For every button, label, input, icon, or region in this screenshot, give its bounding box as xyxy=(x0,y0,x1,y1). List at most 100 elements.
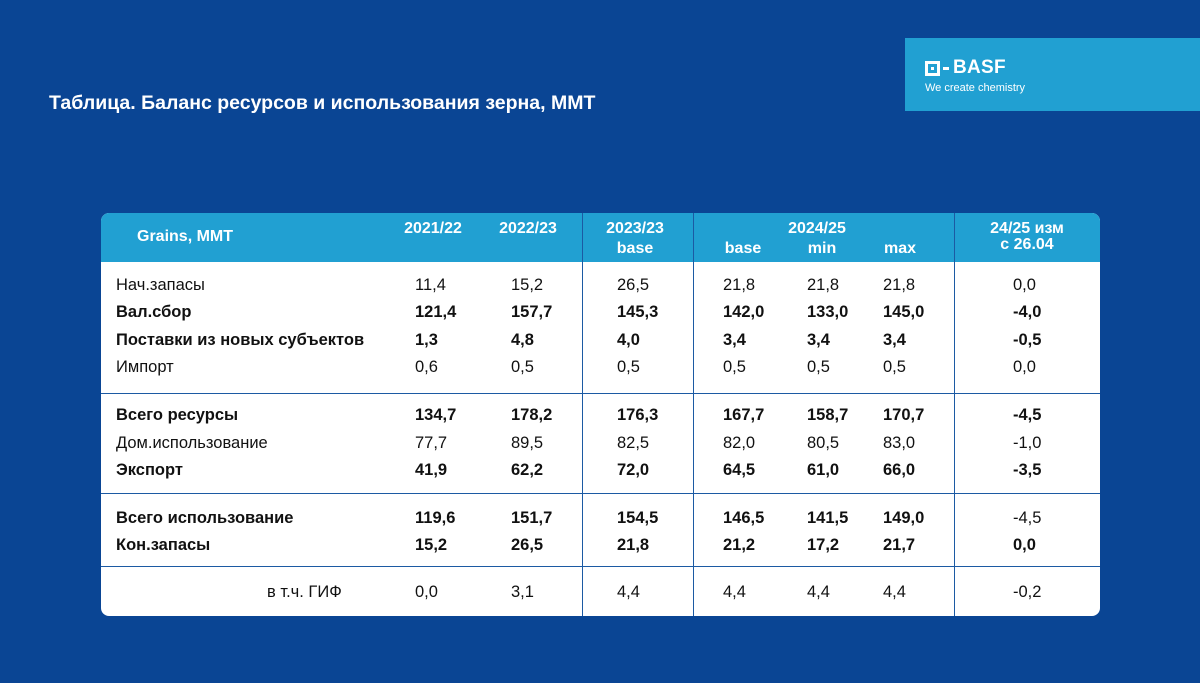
table-cell: 61,0 xyxy=(807,461,840,479)
basf-wordmark: BASF xyxy=(953,57,1006,78)
header-2021-22: 2021/22 xyxy=(404,220,462,237)
table-cell: 11,4 xyxy=(415,276,446,294)
slide-title: Таблица. Баланс ресурсов и использования… xyxy=(49,92,596,114)
table-cell: 119,6 xyxy=(415,509,456,527)
table-cell: 4,0 xyxy=(617,331,640,349)
header-2024-max: max xyxy=(883,240,917,257)
table-cell: 82,5 xyxy=(617,434,650,452)
table-cell: 72,0 xyxy=(617,461,650,479)
basf-logo: BASF We create chemistry xyxy=(905,38,1200,111)
row-label: Поставки из новых субъектов xyxy=(116,331,365,349)
table-cell: 157,7 xyxy=(511,303,553,321)
table-cell: 21,8 xyxy=(883,276,916,294)
table-cell: 0,6 xyxy=(415,358,438,376)
table-cell: 21,8 xyxy=(617,536,650,554)
table-cell: 17,2 xyxy=(807,536,840,554)
table-cell: 4,4 xyxy=(883,583,906,601)
table-cell: 134,7 xyxy=(415,406,457,424)
table-cell: 149,0 xyxy=(883,509,925,527)
table-cell: 176,3 xyxy=(617,406,659,424)
table-cell: 154,5 xyxy=(617,509,659,527)
basf-dash-icon xyxy=(943,66,949,70)
table-cell: 0,0 xyxy=(1013,536,1036,554)
table-cell: -3,5 xyxy=(1013,461,1042,479)
table-cell: 167,7 xyxy=(723,406,765,424)
table-cell: 178,2 xyxy=(511,406,553,424)
table-cell: 145,0 xyxy=(883,303,925,321)
basf-square-icon xyxy=(925,60,940,76)
table-cell: 158,7 xyxy=(807,406,849,424)
basf-logo-mark: BASF xyxy=(925,57,1006,78)
table-cell: 0,5 xyxy=(511,358,534,376)
table-cell: 0,5 xyxy=(723,358,746,376)
header-2022-23: 2022/23 xyxy=(499,220,557,237)
table-cell: 3,4 xyxy=(883,331,906,349)
row-label: Дом.использование xyxy=(116,434,268,452)
section-divider xyxy=(101,493,1100,494)
table-cell: 133,0 xyxy=(807,303,849,321)
table-cell: 4,4 xyxy=(723,583,746,601)
table-cell: -0,5 xyxy=(1013,331,1042,349)
column-divider xyxy=(693,213,694,616)
table-cell: 4,4 xyxy=(807,583,830,601)
table-cell: 77,7 xyxy=(415,434,448,452)
basf-tagline: We create chemistry xyxy=(925,82,1026,94)
header-change: 24/25 изм xyxy=(990,220,1064,237)
row-label: Экспорт xyxy=(116,461,183,479)
table-cell: -4,5 xyxy=(1013,406,1042,424)
table-cell: 142,0 xyxy=(723,303,765,321)
table-cell: 121,4 xyxy=(415,303,457,321)
table-cell: 21,8 xyxy=(723,276,756,294)
table-cell: 15,2 xyxy=(415,536,448,554)
table-cell: 0,5 xyxy=(807,358,830,376)
table-cell: -0,2 xyxy=(1013,583,1042,601)
table-cell: 4,8 xyxy=(511,331,534,349)
table-cell: 26,5 xyxy=(511,536,544,554)
table-cell: 21,7 xyxy=(883,536,916,554)
table-cell: -4,0 xyxy=(1013,303,1042,321)
table-cell: 3,1 xyxy=(511,583,534,601)
column-divider xyxy=(954,213,955,616)
header-2024-base: base xyxy=(724,240,762,257)
table-cell: 26,5 xyxy=(617,276,650,294)
row-label: в т.ч. ГИФ xyxy=(267,583,342,601)
table-cell: 80,5 xyxy=(807,434,840,452)
section-divider xyxy=(101,566,1100,567)
table-cell: 64,5 xyxy=(723,461,756,479)
table-cell: 0,0 xyxy=(1013,358,1036,376)
row-label: Вал.сбор xyxy=(116,303,192,321)
header-2023-23: 2023/23 xyxy=(606,220,664,237)
table-cell: -1,0 xyxy=(1013,434,1042,452)
section-divider xyxy=(101,393,1100,394)
table-cell: 0,5 xyxy=(617,358,640,376)
table-cell: 170,7 xyxy=(883,406,925,424)
table-cell: 4,4 xyxy=(617,583,640,601)
table-cell: 141,5 xyxy=(807,509,849,527)
row-label: Всего использование xyxy=(116,509,294,527)
row-label: Импорт xyxy=(116,358,174,376)
header-2024-min: min xyxy=(807,240,837,257)
table-cell: 3,4 xyxy=(807,331,830,349)
table-header xyxy=(101,213,1100,262)
column-divider xyxy=(582,213,583,616)
table-cell: 82,0 xyxy=(723,434,756,452)
header-2024-25: 2024/25 xyxy=(788,220,846,237)
table-cell: 0,0 xyxy=(415,583,438,601)
table-cell: 15,2 xyxy=(511,276,544,294)
table-cell: -4,5 xyxy=(1013,509,1042,527)
row-label: Кон.запасы xyxy=(116,536,211,554)
row-label: Всего ресурсы xyxy=(116,406,239,424)
header-change-date: с 26.04 xyxy=(1000,236,1054,253)
table-cell: 0,0 xyxy=(1013,276,1036,294)
header-label: Grains, MMT xyxy=(137,228,234,245)
table-cell: 89,5 xyxy=(511,434,544,452)
table-cell: 0,5 xyxy=(883,358,906,376)
grain-balance-table: Grains, MMT 2021/22 2022/23 2023/23 base… xyxy=(101,213,1100,616)
table-cell: 145,3 xyxy=(617,303,659,321)
table-cell: 21,8 xyxy=(807,276,840,294)
table-cell: 151,7 xyxy=(511,509,553,527)
table-cell: 41,9 xyxy=(415,461,448,479)
table-cell: 1,3 xyxy=(415,331,438,349)
table-cell: 62,2 xyxy=(511,461,544,479)
table-cell: 3,4 xyxy=(723,331,746,349)
